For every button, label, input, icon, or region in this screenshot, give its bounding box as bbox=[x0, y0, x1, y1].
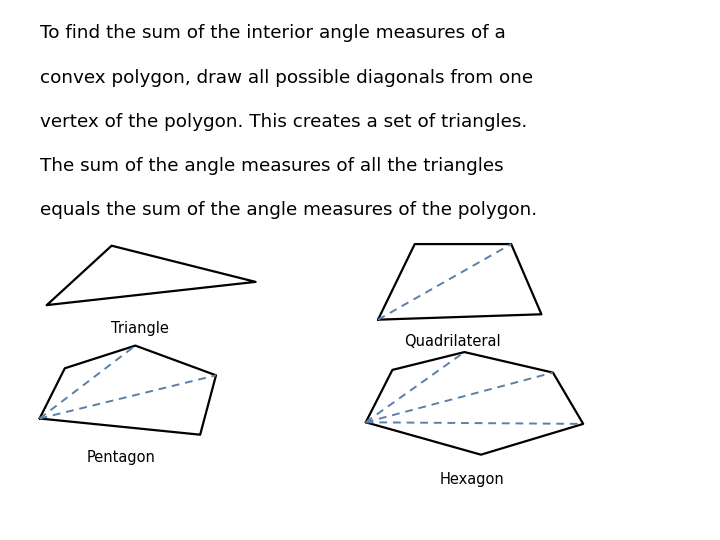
Text: Hexagon: Hexagon bbox=[439, 472, 504, 487]
Text: convex polygon, draw all possible diagonals from one: convex polygon, draw all possible diagon… bbox=[40, 69, 533, 86]
Text: equals the sum of the angle measures of the polygon.: equals the sum of the angle measures of … bbox=[40, 201, 536, 219]
Text: To find the sum of the interior angle measures of a: To find the sum of the interior angle me… bbox=[40, 24, 505, 42]
Text: Pentagon: Pentagon bbox=[86, 450, 156, 465]
Text: Triangle: Triangle bbox=[112, 321, 169, 336]
Text: vertex of the polygon. This creates a set of triangles.: vertex of the polygon. This creates a se… bbox=[40, 113, 527, 131]
Text: Quadrilateral: Quadrilateral bbox=[404, 334, 500, 349]
Text: The sum of the angle measures of all the triangles: The sum of the angle measures of all the… bbox=[40, 157, 503, 175]
